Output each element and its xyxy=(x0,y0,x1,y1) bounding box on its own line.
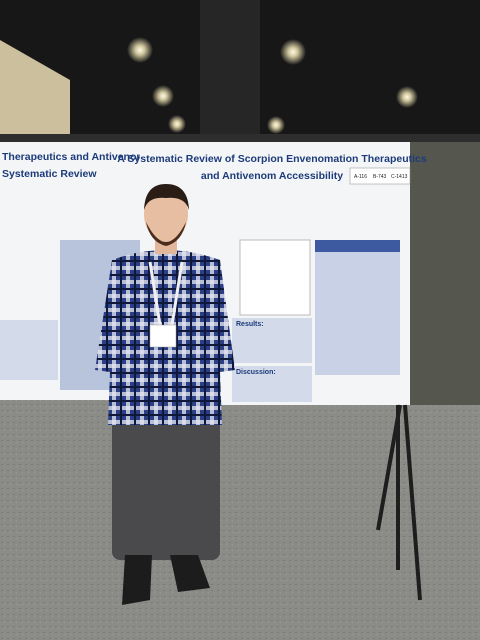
poster-title: and Antivenom Accessibility xyxy=(201,170,343,182)
discussion-box xyxy=(232,366,312,402)
person xyxy=(95,184,235,605)
board-number: C-1413 xyxy=(391,174,408,180)
flowchart xyxy=(239,239,311,316)
board-number: A-116 xyxy=(354,174,367,180)
results-box xyxy=(232,318,312,363)
poster-title: Systematic Review xyxy=(2,168,97,180)
poster-board xyxy=(398,140,480,405)
ceiling-truss xyxy=(200,0,260,135)
section-heading: Discussion: xyxy=(236,369,276,376)
poster-title: A Systematic Review of Scorpion Envenoma… xyxy=(117,153,427,165)
poster-box xyxy=(0,320,58,380)
board-frame xyxy=(0,134,480,142)
board-label xyxy=(349,167,411,185)
poster-table xyxy=(315,240,400,375)
easel xyxy=(376,404,422,601)
ceiling-lights xyxy=(127,37,418,134)
wall xyxy=(0,40,70,140)
section-heading: Results: xyxy=(236,321,264,328)
poster-title: Therapeutics and Antivenom xyxy=(2,151,146,163)
board-number: B-743 xyxy=(373,174,387,180)
table-header xyxy=(315,240,400,252)
